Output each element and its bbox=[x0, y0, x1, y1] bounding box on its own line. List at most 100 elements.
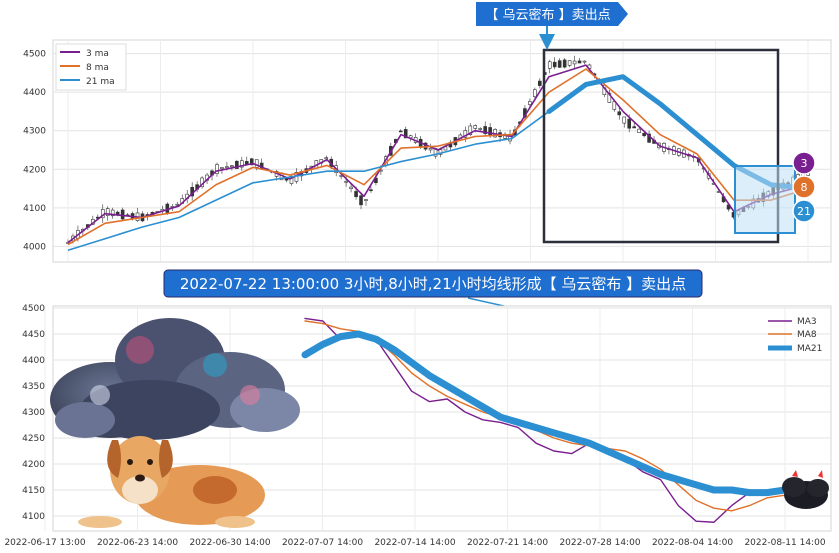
middle-banner: 2022-07-22 13:00:00 3小时,8小时,21小时均线形成【 乌云… bbox=[163, 269, 703, 318]
bottom-y-tick-label: 4100 bbox=[22, 512, 45, 522]
legend-ma8: MA8 bbox=[797, 330, 817, 340]
legend-ma3: MA3 bbox=[797, 317, 817, 327]
legend-8ma: 8 ma bbox=[86, 63, 109, 73]
bottom-x-tick-label: 2022-07-07 14:00 bbox=[282, 538, 363, 548]
candle-body bbox=[105, 208, 110, 216]
bottom-line-MA21 bbox=[301, 330, 789, 497]
bottom-x-tick-label: 2022-08-04 14:00 bbox=[652, 538, 733, 548]
candle-body bbox=[110, 209, 115, 217]
candle-body bbox=[249, 158, 254, 166]
candle-body bbox=[483, 126, 487, 134]
bottom-y-tick-label: 4200 bbox=[22, 460, 45, 470]
candle-body bbox=[622, 116, 627, 124]
middle-banner-text: 2022-07-22 13:00:00 3小时,8小时,21小时均线形成【 乌云… bbox=[180, 275, 686, 293]
top-chart-panel: 4000 4100 4200 4300 4400 4500 3 ma 8 ma 21 ma… bbox=[23, 2, 832, 263]
small-dark-cloud-icon bbox=[782, 470, 829, 509]
candle-body bbox=[642, 133, 646, 137]
candle-body bbox=[582, 60, 587, 63]
candle-body bbox=[369, 189, 373, 192]
badge-3 bbox=[792, 151, 816, 175]
bottom-x-tick-label: 2022-06-30 14:00 bbox=[189, 538, 270, 548]
highlight-box bbox=[734, 165, 796, 234]
candle-body bbox=[225, 166, 229, 168]
badge-21-label: 21 bbox=[797, 205, 811, 218]
candle-body bbox=[398, 130, 403, 133]
candle-body bbox=[557, 60, 562, 68]
candle-body bbox=[220, 167, 224, 169]
candle-body bbox=[165, 203, 170, 213]
ma-badges: 3 8 21 bbox=[792, 151, 816, 223]
candle-body bbox=[488, 127, 492, 137]
top-y-tick-label: 4200 bbox=[23, 165, 46, 175]
legend-21ma: 21 ma bbox=[86, 77, 115, 87]
bottom-y-tick-label: 4450 bbox=[22, 330, 45, 340]
candle-body bbox=[478, 128, 483, 130]
candle-body bbox=[632, 126, 636, 129]
top-y-tick-label: 4500 bbox=[23, 50, 46, 60]
badge-8 bbox=[792, 175, 816, 199]
candle-body bbox=[354, 191, 358, 198]
top-y-tick-label: 4400 bbox=[23, 88, 46, 98]
badge-8-label: 8 bbox=[801, 181, 808, 194]
candle-body bbox=[538, 80, 542, 86]
candle-body bbox=[240, 160, 244, 168]
bottom-ma-lines bbox=[301, 317, 789, 523]
candle-body bbox=[617, 111, 622, 116]
bottom-y-axis: 4100 4150 4200 4250 4300 4350 4400 4450 4500 bbox=[22, 304, 45, 522]
top-y-tick-label: 4100 bbox=[23, 204, 46, 214]
candle-body bbox=[562, 59, 567, 68]
candle-body bbox=[359, 195, 363, 206]
bottom-x-tick-label: 2022-08-11 14:00 bbox=[744, 538, 825, 548]
bottom-x-tick-label: 2022-07-21 14:00 bbox=[467, 538, 548, 548]
legend-3ma: 3 ma bbox=[86, 49, 109, 59]
candle-body bbox=[572, 60, 577, 65]
bottom-y-tick-label: 4250 bbox=[22, 434, 45, 444]
candle-body bbox=[627, 118, 632, 129]
candle-body bbox=[175, 203, 180, 206]
badge-3-label: 3 bbox=[801, 157, 808, 170]
candle-body bbox=[120, 209, 125, 220]
candle-body bbox=[473, 125, 478, 129]
top-line-8ma bbox=[67, 68, 809, 246]
candle-body bbox=[567, 60, 572, 66]
candle-body bbox=[547, 61, 552, 69]
legend-ma21: MA21 bbox=[797, 344, 822, 354]
top-y-axis: 4000 4100 4200 4300 4400 4500 bbox=[23, 50, 46, 253]
candle-body bbox=[428, 148, 433, 151]
bottom-y-tick-label: 4400 bbox=[22, 356, 45, 366]
candle-body bbox=[235, 160, 239, 169]
top-y-tick-label: 4000 bbox=[23, 242, 46, 252]
dog-illustration bbox=[78, 436, 265, 528]
top-banner-text: 【 乌云密布 】卖出点 bbox=[485, 7, 610, 23]
bottom-x-tick-label: 2022-06-23 14:00 bbox=[97, 538, 178, 548]
candle-body bbox=[463, 130, 468, 138]
bottom-y-tick-label: 4150 bbox=[22, 486, 45, 496]
bottom-y-tick-label: 4500 bbox=[22, 304, 45, 314]
bottom-y-tick-label: 4350 bbox=[22, 382, 45, 392]
candle-body bbox=[528, 101, 532, 105]
bottom-x-tick-label: 2022-07-28 14:00 bbox=[559, 538, 640, 548]
bottom-y-tick-label: 4300 bbox=[22, 408, 45, 418]
candle-body bbox=[215, 164, 219, 174]
candle-body bbox=[468, 125, 473, 135]
candle-body bbox=[344, 180, 348, 183]
candle-body bbox=[349, 186, 353, 189]
top-y-tick-label: 4300 bbox=[23, 127, 46, 137]
bottom-legend: MA3 MA8 MA21 bbox=[768, 317, 822, 354]
top-banner: 【 乌云密布 】卖出点 bbox=[476, 2, 628, 50]
top-legend: 3 ma 8 ma 21 ma bbox=[55, 43, 127, 91]
candle-body bbox=[637, 128, 641, 133]
top-gridlines bbox=[53, 40, 831, 262]
bottom-chart-panel: 4100 4150 4200 4250 4300 4350 4400 4450 4500 202… bbox=[4, 304, 832, 548]
bottom-x-axis: 2022-06-17 13:00 2022-06-23 14:00 2022-06-… bbox=[4, 538, 825, 548]
candle-body bbox=[577, 60, 582, 64]
candle-body bbox=[230, 165, 234, 167]
candle-body bbox=[364, 199, 368, 201]
bottom-line-MA3 bbox=[304, 317, 786, 523]
top-line-3ma bbox=[67, 64, 809, 244]
dark-cloud-frame bbox=[542, 48, 780, 244]
bottom-x-tick-label: 2022-06-17 13:00 bbox=[4, 538, 85, 548]
candle-body bbox=[324, 157, 329, 160]
candle-body bbox=[403, 129, 408, 139]
